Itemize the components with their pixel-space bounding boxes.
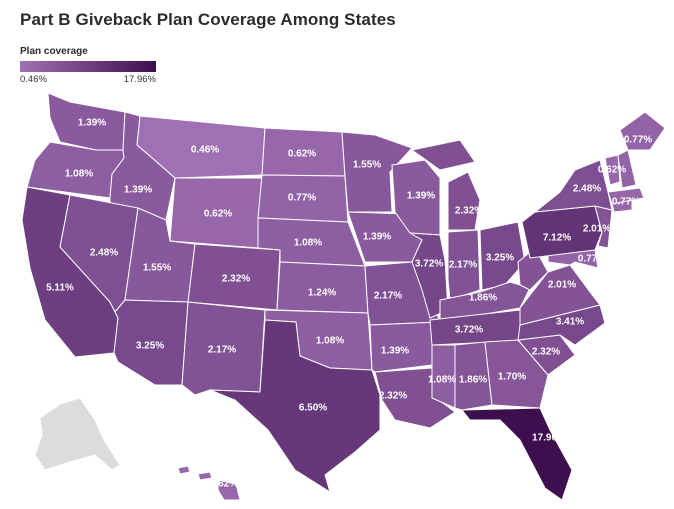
state-label-al: 1.86%	[459, 375, 487, 386]
state-label-me: 0.77%	[624, 135, 652, 146]
state-label-ms: 1.08%	[428, 375, 456, 386]
state-label-mi: 2.32%	[455, 206, 483, 217]
state-label-or: 1.08%	[65, 169, 93, 180]
state-fl[interactable]	[460, 407, 573, 501]
state-label-ok: 1.08%	[316, 336, 344, 347]
state-label-nd: 0.62%	[288, 149, 316, 160]
legend-max-label: 17.96%	[123, 74, 156, 85]
state-label-sc: 2.32%	[532, 347, 560, 358]
state-nh[interactable]	[617, 149, 637, 189]
state-label-in: 2.17%	[449, 260, 477, 271]
state-al[interactable]	[454, 341, 493, 411]
state-label-sd: 0.77%	[288, 193, 316, 204]
legend: Plan coverage 0.46% 17.96%	[20, 46, 156, 85]
state-label-ks: 1.24%	[308, 288, 336, 299]
state-label-az: 3.25%	[136, 341, 164, 352]
state-label-md: 0.77%	[578, 254, 606, 265]
state-label-nc: 3.41%	[556, 317, 584, 328]
state-label-ny: 2.48%	[573, 184, 601, 195]
state-label-fl: 17.96%	[532, 433, 566, 444]
state-label-tx: 6.50%	[299, 403, 327, 414]
state-label-nj: 2.01%	[583, 224, 611, 235]
state-label-id: 1.39%	[124, 185, 152, 196]
state-label-nm: 2.17%	[208, 345, 236, 356]
state-label-pa: 7.12%	[543, 233, 571, 244]
state-il[interactable]	[409, 232, 449, 319]
legend-min-label: 0.46%	[20, 74, 47, 85]
state-label-co: 2.32%	[222, 274, 250, 285]
state-label-ia: 1.39%	[363, 232, 391, 243]
state-me[interactable]	[619, 111, 666, 151]
state-label-hi: 0.62%	[210, 479, 238, 490]
state-label-oh: 3.25%	[486, 253, 514, 264]
state-ct[interactable]	[611, 199, 633, 213]
state-label-ut: 1.55%	[143, 263, 171, 274]
labels-layer: 1.39% 1.08% 5.11% 1.39% 2.48% 0.46% 0.62% 1.55%…	[46, 118, 652, 490]
state-label-nv: 2.48%	[90, 248, 118, 259]
state-label-ga: 1.70%	[498, 372, 526, 383]
legend-gradient-bar	[20, 61, 156, 72]
state-ny[interactable]	[533, 159, 613, 213]
state-label-wi: 1.39%	[407, 191, 435, 202]
state-mn[interactable]	[341, 131, 413, 213]
states-layer	[21, 92, 666, 501]
legend-labels: 0.46% 17.96%	[20, 74, 156, 85]
state-label-il: 3.72%	[415, 259, 443, 270]
state-label-mn: 1.55%	[353, 160, 381, 171]
state-tx[interactable]	[209, 319, 381, 494]
chart-title: Part B Giveback Plan Coverage Among Stat…	[20, 10, 396, 29]
state-label-mt: 0.46%	[191, 145, 219, 156]
state-label-va: 2.01%	[548, 280, 576, 291]
state-label-la: 2.32%	[379, 391, 407, 402]
state-label-ca: 5.11%	[46, 283, 74, 294]
state-label-ar: 1.39%	[381, 346, 409, 357]
state-oh[interactable]	[479, 221, 526, 291]
state-label-ne: 1.08%	[294, 238, 322, 249]
state-label-mo: 2.17%	[374, 291, 402, 302]
state-label-nh: 0.77%	[612, 197, 640, 208]
state-ma[interactable]	[607, 187, 645, 205]
legend-title: Plan coverage	[20, 46, 88, 57]
state-label-tn: 3.72%	[455, 325, 483, 336]
state-label-wy: 0.62%	[204, 209, 232, 220]
state-label-wa: 1.39%	[78, 118, 106, 129]
state-ms[interactable]	[431, 344, 456, 409]
state-label-ky: 1.86%	[469, 293, 497, 304]
state-vt[interactable]	[604, 154, 621, 186]
state-mi[interactable]	[410, 139, 481, 231]
state-ak[interactable]	[34, 397, 121, 471]
state-label-vt: 0.62%	[598, 165, 626, 176]
state-hi[interactable]	[177, 465, 241, 501]
state-ar[interactable]	[369, 321, 441, 373]
